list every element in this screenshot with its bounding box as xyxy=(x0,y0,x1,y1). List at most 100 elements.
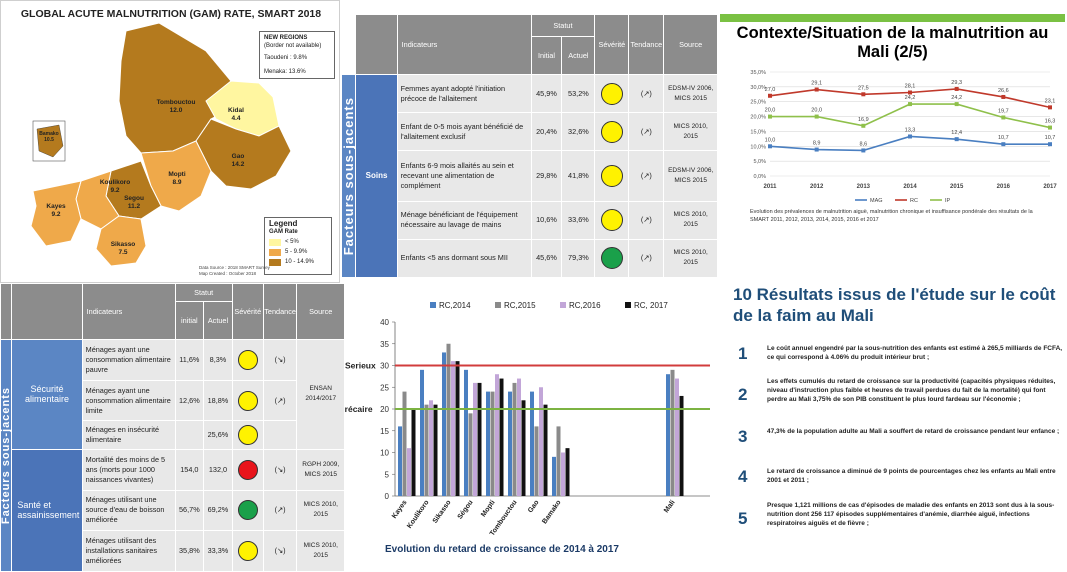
y-tick-label: 35,0% xyxy=(750,70,766,76)
x-tick-label: Kayes xyxy=(391,499,409,520)
data-point xyxy=(861,92,866,97)
y-tick-label: 0,0% xyxy=(753,174,766,180)
data-label: 20,0 xyxy=(811,108,822,114)
region-gao xyxy=(195,118,292,190)
data-point xyxy=(814,114,819,119)
new-regions-box: NEW REGIONS (Border not available) Taoud… xyxy=(259,31,335,79)
label-segou: Segou 11.2 xyxy=(124,195,144,210)
y-tick-label: 0 xyxy=(385,492,390,501)
severity-dot xyxy=(237,425,258,446)
x-tick-label: Gao xyxy=(527,499,541,514)
col-initial: Initial xyxy=(530,36,563,75)
data-label: 27,5 xyxy=(858,85,869,91)
label-tombouctou: Tombouctou 12.0 xyxy=(156,99,196,114)
bar-sikasso xyxy=(442,352,446,496)
data-label: 10,7 xyxy=(1045,135,1056,141)
legend-label: RC,2016 xyxy=(569,301,601,310)
y-tick-label: 30 xyxy=(380,362,389,371)
data-point xyxy=(1001,94,1006,99)
bar-tombouctou xyxy=(521,400,526,496)
data-point xyxy=(814,87,819,92)
x-tick-label: Sikasso xyxy=(432,499,453,525)
map-legend: Legend GAM Rate < 5% 5 - 9.9% 10 - 14.9% xyxy=(264,217,332,275)
map-footer: Data Source : 2018 SMART Survey Map Creat… xyxy=(199,265,270,276)
region-kayes xyxy=(30,180,82,247)
x-tick-label: Koulikoro xyxy=(406,499,430,530)
group-soins: Soins xyxy=(355,74,398,278)
legend-swatch xyxy=(625,302,631,308)
data-label: 8,9 xyxy=(813,141,821,147)
y-tick-label: 20 xyxy=(380,405,389,414)
x-tick-label: Mopti xyxy=(480,499,496,518)
data-point xyxy=(1048,142,1052,147)
threshold-label-precaire: Précaire xyxy=(345,404,373,414)
data-point xyxy=(908,90,912,95)
x-tick-label: 2015 xyxy=(950,184,964,190)
data-label: 13,3 xyxy=(905,127,916,133)
data-label: 23,1 xyxy=(1045,98,1056,104)
table-row: Ménages en insécurité alimentaire xyxy=(81,420,176,450)
data-label: 24,2 xyxy=(951,95,962,101)
severity-cell xyxy=(594,73,630,114)
table-row: Ménages utilisant une source d'eau de bo… xyxy=(81,489,176,532)
bar-chart-caption: Evolution du retard de croissance de 201… xyxy=(385,544,619,555)
mali-map xyxy=(30,22,292,267)
y-tick-label: 25 xyxy=(380,383,389,392)
bar-bamako xyxy=(556,426,561,496)
table-row: Ménages utilisant des installations sani… xyxy=(81,530,176,572)
bar-sikasso xyxy=(451,361,455,496)
line-panel-title: Contexte/Situation de la malnutrition au… xyxy=(736,24,1049,61)
data-label: 16,3 xyxy=(1045,119,1056,125)
data-point xyxy=(1048,125,1052,130)
x-tick-label: 2011 xyxy=(763,184,777,190)
legend-swatch xyxy=(560,302,566,308)
col-source: Source xyxy=(663,14,718,75)
bar-sikasso xyxy=(446,343,451,496)
bar-gao xyxy=(530,391,534,496)
bar-mopti xyxy=(486,391,490,496)
data-point xyxy=(908,134,912,139)
label-sikasso: Sikasso 7.5 xyxy=(110,241,136,256)
bar-bamako xyxy=(561,452,565,496)
x-tick-label: Bamako xyxy=(541,499,562,525)
label-koulikoro: Koulikoro 9.2 xyxy=(99,179,131,194)
results-panel: 10 Résultats issus de l'étude sur le coû… xyxy=(728,284,1067,572)
y-tick-label: 10,0% xyxy=(750,144,766,150)
data-point xyxy=(861,148,866,153)
bar-kayes xyxy=(407,448,411,496)
data-point xyxy=(861,123,866,128)
data-label: 12,4 xyxy=(951,130,962,136)
x-tick-label: 2016 xyxy=(997,184,1011,190)
data-point xyxy=(908,102,912,107)
bar-sikasso xyxy=(455,361,460,496)
bar-bamako xyxy=(552,456,556,496)
data-label: 19,7 xyxy=(998,108,1009,114)
table-row: Enfants <5 ans dormant sous MII xyxy=(396,238,532,278)
bar-kayes xyxy=(398,426,402,496)
severity-dot xyxy=(237,390,258,411)
table-soins-panel: Indicateurs Statut Sévérité Tendance Sou… xyxy=(341,14,718,278)
col-indicateurs: Indicateurs xyxy=(396,14,532,75)
bar-tombouctou xyxy=(508,391,512,496)
legend-label: IP xyxy=(945,198,951,204)
bar-mali xyxy=(679,395,684,496)
data-label: 10,0 xyxy=(765,137,776,143)
col-actuel: Actuel xyxy=(561,36,596,75)
y-tick-label: 40 xyxy=(380,318,389,327)
legend-label: RC,2014 xyxy=(439,301,471,310)
y-tick-label: 15,0% xyxy=(750,129,766,135)
legend-swatch xyxy=(495,302,501,308)
y-tick-label: 15 xyxy=(380,427,389,436)
map-title: GLOBAL ACUTE MALNUTRITION (GAM) RATE, SM… xyxy=(20,8,322,20)
region-sikasso xyxy=(95,215,147,267)
severity-dot xyxy=(237,459,258,480)
data-label: 20,0 xyxy=(765,108,776,114)
table-row: Ménages ayant une consommation alimentai… xyxy=(81,339,176,381)
label-mopti: Mopti 8.9 xyxy=(168,171,186,186)
bar-mopti xyxy=(499,378,504,496)
severity-dot xyxy=(600,209,623,232)
bar-bamako xyxy=(565,448,570,496)
x-tick-label: 2013 xyxy=(857,184,871,190)
x-tick-label: 2014 xyxy=(903,184,917,190)
